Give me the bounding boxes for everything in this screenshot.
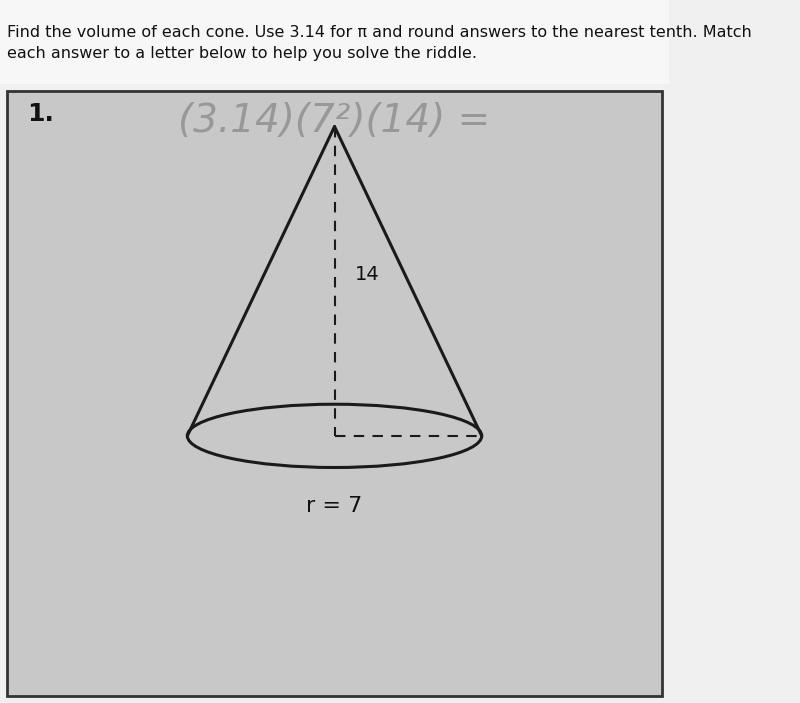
Text: 1.: 1.: [26, 102, 54, 126]
Text: each answer to a letter below to help you solve the riddle.: each answer to a letter below to help yo…: [6, 46, 477, 60]
FancyBboxPatch shape: [0, 0, 669, 84]
Text: r = 7: r = 7: [306, 496, 362, 515]
Text: (3.14)(7²)(14) =: (3.14)(7²)(14) =: [178, 102, 490, 140]
Text: Find the volume of each cone. Use 3.14 for π and round answers to the nearest te: Find the volume of each cone. Use 3.14 f…: [6, 25, 751, 39]
Text: 14: 14: [354, 264, 379, 284]
FancyBboxPatch shape: [6, 91, 662, 696]
